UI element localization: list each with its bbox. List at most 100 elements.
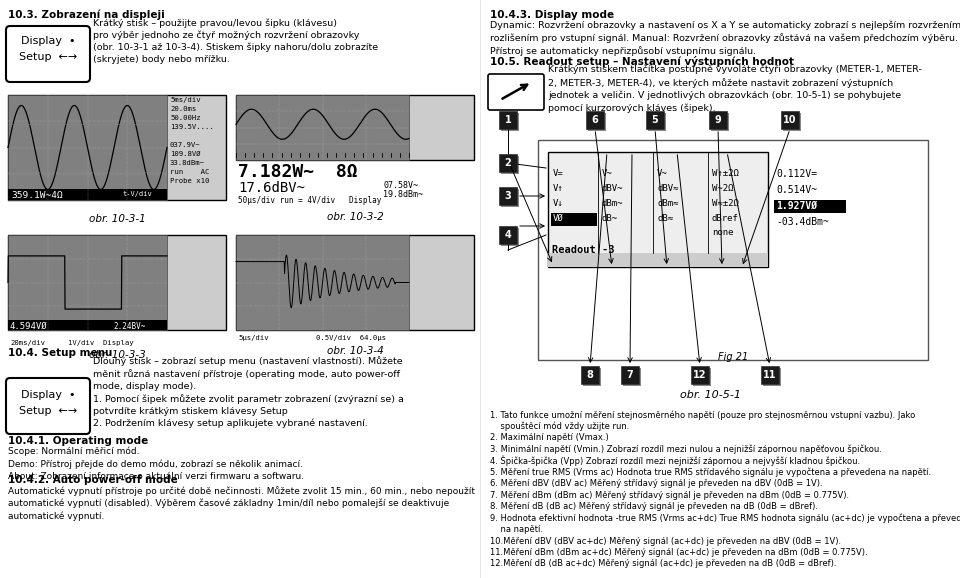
Text: 4.594VØ: 4.594VØ — [10, 322, 48, 331]
Text: VØ: VØ — [553, 214, 564, 223]
Bar — [548, 253, 768, 267]
Text: Krátkým stiskem tlačítka postupně vyvoláte čtyři obrazovky (METER-1, METER-
2, M: Krátkým stiskem tlačítka postupně vyvolá… — [548, 65, 922, 113]
FancyBboxPatch shape — [6, 26, 90, 82]
Text: 6: 6 — [591, 115, 598, 125]
Bar — [581, 366, 599, 384]
Text: obr. 10-3-3: obr. 10-3-3 — [88, 350, 145, 360]
Text: dB≈: dB≈ — [657, 214, 673, 223]
Text: 7: 7 — [627, 370, 634, 380]
Text: 10.4.1. Operating mode: 10.4.1. Operating mode — [8, 436, 148, 446]
Text: 10.4.2. Auto power-off mode: 10.4.2. Auto power-off mode — [8, 475, 178, 485]
Text: 1V/div  Display: 1V/div Display — [68, 340, 133, 346]
Text: 10.5. Readout setup – Nastavení výstupních hodnot: 10.5. Readout setup – Nastavení výstupní… — [490, 56, 794, 67]
Bar — [501, 113, 519, 131]
Bar — [236, 95, 474, 160]
Text: 20.0ms: 20.0ms — [170, 106, 196, 112]
Text: V~: V~ — [602, 169, 612, 178]
Bar — [499, 226, 517, 244]
Bar — [711, 113, 729, 131]
Text: dBref: dBref — [712, 214, 739, 223]
Bar — [781, 111, 799, 129]
Text: 2. Maximální napětí (Vmax.): 2. Maximální napětí (Vmax.) — [490, 433, 609, 442]
Text: W~2Ω: W~2Ω — [712, 184, 733, 193]
Text: 10.4. Setup menu: 10.4. Setup menu — [8, 348, 112, 358]
Text: 50.00Hz: 50.00Hz — [170, 115, 201, 121]
Text: 8: 8 — [587, 370, 593, 380]
Text: Display  •: Display • — [21, 36, 75, 46]
Bar — [8, 235, 167, 330]
Text: 4: 4 — [505, 230, 512, 240]
Text: dBV~: dBV~ — [602, 184, 623, 193]
Text: V=: V= — [553, 169, 564, 178]
Text: -03.4dBm~: -03.4dBm~ — [776, 217, 828, 227]
Text: Setup  ←→: Setup ←→ — [19, 406, 77, 416]
Text: Dynamic: Rozvržení obrazovky a nastavení os X a Y se automaticky zobrazí s nejle: Dynamic: Rozvržení obrazovky a nastavení… — [490, 20, 960, 55]
Text: 3. Minimální napětí (Vmin.) Zobrazí rozdíl mezi nulou a nejnižší zápornou napěťo: 3. Minimální napětí (Vmin.) Zobrazí rozd… — [490, 444, 882, 454]
Text: 10.3. Zobrazení na displeji: 10.3. Zobrazení na displeji — [8, 10, 165, 20]
Bar — [623, 368, 641, 386]
Bar — [551, 213, 597, 226]
Text: Readout -3: Readout -3 — [552, 245, 614, 255]
Text: Display  •: Display • — [21, 390, 75, 400]
Text: 17.6dBV~: 17.6dBV~ — [238, 181, 305, 195]
Text: dBm≈: dBm≈ — [657, 199, 679, 208]
Bar — [693, 368, 711, 386]
Text: 109.8VØ: 109.8VØ — [170, 151, 201, 157]
Bar — [538, 140, 928, 360]
Bar — [774, 200, 846, 213]
Text: V~: V~ — [657, 169, 668, 178]
Text: 9. Hodnota efektivní hodnota -true RMS (Vrms ac+dc) True RMS hodnota signálu (ac: 9. Hodnota efektivní hodnota -true RMS (… — [490, 513, 960, 523]
Text: na napětí.: na napětí. — [490, 525, 543, 534]
Text: Dlouhý stisk – zobrazí setup menu (nastavení vlastností). Můžete
měnit různá nas: Dlouhý stisk – zobrazí setup menu (nasta… — [93, 356, 404, 428]
Text: 0.5V/div  64.0μs: 0.5V/div 64.0μs — [316, 335, 386, 341]
Bar — [8, 95, 167, 200]
Text: 3: 3 — [505, 191, 512, 201]
Text: Setup  ←→: Setup ←→ — [19, 52, 77, 62]
Text: obr. 10-3-1: obr. 10-3-1 — [88, 214, 145, 224]
Bar — [648, 113, 666, 131]
Bar — [236, 235, 409, 330]
Bar — [236, 235, 474, 330]
Text: 20ms/div: 20ms/div — [10, 340, 45, 346]
Text: 359.1W~4Ω: 359.1W~4Ω — [11, 191, 62, 200]
Text: spouštěcí mód vždy užijte run.: spouštěcí mód vždy užijte run. — [490, 421, 630, 431]
Text: Probe x10: Probe x10 — [170, 178, 209, 184]
Bar — [783, 113, 801, 131]
Bar — [588, 113, 606, 131]
FancyBboxPatch shape — [6, 378, 90, 434]
Text: 7. Měření dBm (dBm ac) Měřený střídavý signál je převeden na dBm (0dB = 0.775V).: 7. Měření dBm (dBm ac) Měřený střídavý s… — [490, 491, 850, 499]
Bar — [8, 235, 226, 330]
Text: 19.8dBm~: 19.8dBm~ — [383, 190, 423, 199]
Bar — [499, 154, 517, 172]
Text: 10.4.3. Display mode: 10.4.3. Display mode — [490, 10, 614, 20]
Text: dB~: dB~ — [602, 214, 618, 223]
Bar — [499, 111, 517, 129]
Bar — [763, 368, 781, 386]
Bar — [236, 95, 409, 160]
Bar — [621, 366, 639, 384]
Text: 0.112V=: 0.112V= — [776, 169, 817, 179]
Text: 12: 12 — [693, 370, 707, 380]
Text: 0.514V~: 0.514V~ — [776, 185, 817, 195]
Text: 50μs/div run = 4V/div   Display: 50μs/div run = 4V/div Display — [238, 196, 381, 205]
Bar — [709, 111, 727, 129]
Text: Automatické vypnutí přístroje po určité době nečinnosti. Můžete zvolit 15 min., : Automatické vypnutí přístroje po určité … — [8, 486, 475, 521]
Text: 11: 11 — [763, 370, 777, 380]
Text: 9: 9 — [714, 115, 721, 125]
Text: 5. Měření true RMS (Vrms ac) Hodnota true RMS střídavého signálu je vypočtena a : 5. Měření true RMS (Vrms ac) Hodnota tru… — [490, 468, 931, 477]
Text: 1.927VØ: 1.927VØ — [776, 201, 817, 211]
Text: 5: 5 — [652, 115, 659, 125]
Text: 2: 2 — [505, 158, 512, 168]
Text: Krátký stisk – použijte pravou/levou šipku (klávesu)
pro výběr jednoho ze čtyř m: Krátký stisk – použijte pravou/levou šip… — [93, 18, 378, 64]
Bar — [761, 366, 779, 384]
Text: V↓: V↓ — [553, 199, 564, 208]
Text: 10: 10 — [783, 115, 797, 125]
Bar — [691, 366, 709, 384]
Text: W↑±2Ω: W↑±2Ω — [712, 169, 739, 178]
Text: 139.5V....: 139.5V.... — [170, 124, 214, 130]
Text: W≈±2Ω: W≈±2Ω — [712, 199, 739, 208]
Bar — [8, 320, 167, 330]
Text: 07.58V~: 07.58V~ — [383, 181, 418, 190]
Text: Scope: Normální měřicí mód.
Demo: Přístroj přejde do demo módu, zobrazí se někol: Scope: Normální měřicí mód. Demo: Přístr… — [8, 447, 304, 481]
Text: run    AC: run AC — [170, 169, 209, 175]
